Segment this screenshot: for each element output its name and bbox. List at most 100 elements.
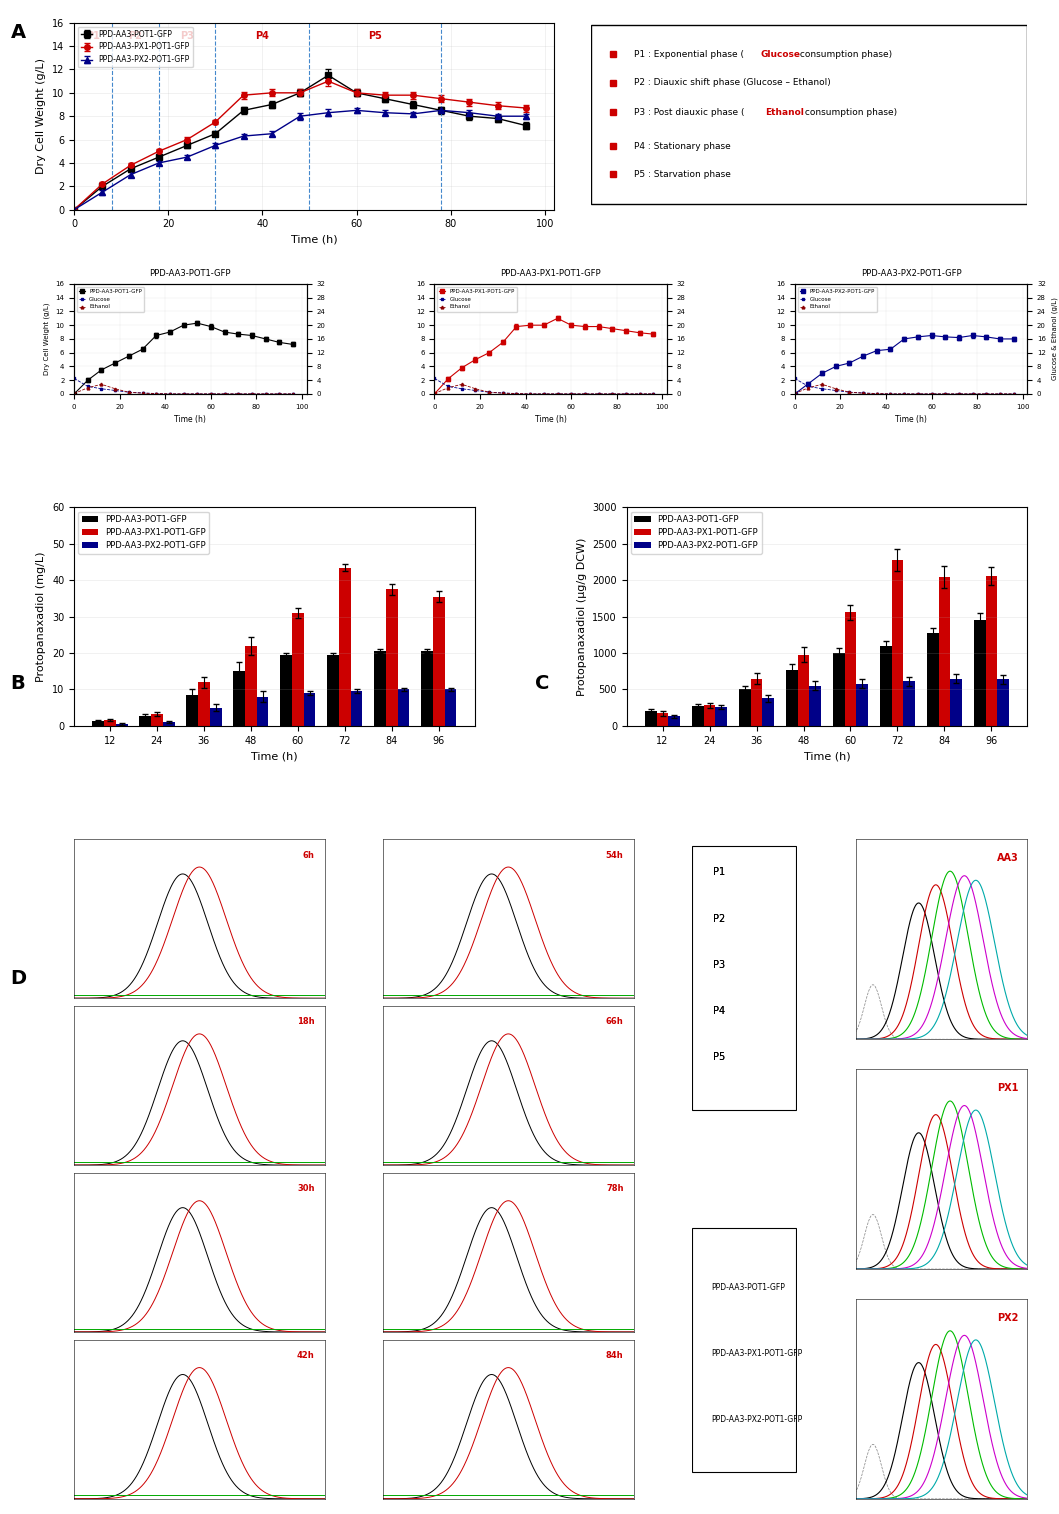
Bar xyxy=(92,722,104,725)
Y-axis label: Glucose & Ethanol (g/L): Glucose & Ethanol (g/L) xyxy=(1052,297,1058,380)
Text: P2: P2 xyxy=(128,32,142,41)
Bar xyxy=(304,693,316,725)
Text: P5: P5 xyxy=(713,1052,725,1061)
Bar xyxy=(938,577,950,725)
Text: PX2: PX2 xyxy=(998,1313,1019,1323)
Y-axis label: Protopanaxadiol (μg/g DCW): Protopanaxadiol (μg/g DCW) xyxy=(577,537,587,696)
Text: P3 : Post diauxic phase (: P3 : Post diauxic phase ( xyxy=(634,107,744,117)
Text: P5: P5 xyxy=(713,1052,725,1061)
Bar xyxy=(281,656,292,725)
Bar xyxy=(374,651,385,725)
Bar xyxy=(927,633,938,725)
Text: 54h: 54h xyxy=(606,851,624,860)
X-axis label: Time (h): Time (h) xyxy=(804,751,850,762)
Text: Ethanol: Ethanol xyxy=(766,107,804,117)
Bar xyxy=(950,678,962,725)
Text: PX1: PX1 xyxy=(998,1083,1019,1093)
Title: PPD-AA3-PX2-POT1-GFP: PPD-AA3-PX2-POT1-GFP xyxy=(861,268,962,277)
Text: 78h: 78h xyxy=(606,1184,624,1193)
Bar xyxy=(351,692,362,725)
Text: 66h: 66h xyxy=(606,1017,624,1026)
Text: P1 : Exponential phase (: P1 : Exponential phase ( xyxy=(634,50,744,59)
X-axis label: Time (h): Time (h) xyxy=(895,415,927,424)
FancyBboxPatch shape xyxy=(591,24,1027,204)
Legend: PPD-AA3-PX1-POT1-GFP, Glucose, Ethanol: PPD-AA3-PX1-POT1-GFP, Glucose, Ethanol xyxy=(437,286,517,312)
FancyBboxPatch shape xyxy=(692,1228,796,1473)
X-axis label: Time (h): Time (h) xyxy=(175,415,207,424)
Text: P4 : Stationary phase: P4 : Stationary phase xyxy=(634,142,731,150)
Text: P2: P2 xyxy=(713,913,725,924)
Bar xyxy=(797,654,809,725)
Bar xyxy=(327,656,339,725)
Legend: PPD-AA3-PX2-POT1-GFP, Glucose, Ethanol: PPD-AA3-PX2-POT1-GFP, Glucose, Ethanol xyxy=(797,286,877,312)
Text: P4: P4 xyxy=(713,1005,725,1016)
Bar xyxy=(339,568,351,725)
Text: P1: P1 xyxy=(86,32,100,41)
Y-axis label: Dry Cell Weight (g/L): Dry Cell Weight (g/L) xyxy=(36,58,47,174)
Legend: PPD-AA3-POT1-GFP, Glucose, Ethanol: PPD-AA3-POT1-GFP, Glucose, Ethanol xyxy=(77,286,144,312)
Text: C: C xyxy=(535,674,550,693)
Bar xyxy=(151,715,163,725)
Bar xyxy=(880,646,892,725)
Bar xyxy=(433,597,445,725)
Y-axis label: Dry Cell Weight (g/L): Dry Cell Weight (g/L) xyxy=(43,303,50,375)
Text: AA3: AA3 xyxy=(997,854,1019,863)
Bar xyxy=(140,716,151,725)
Bar xyxy=(716,707,728,725)
Text: Glucose: Glucose xyxy=(760,50,801,59)
Legend: PPD-AA3-POT1-GFP, PPD-AA3-PX1-POT1-GFP, PPD-AA3-PX2-POT1-GFP: PPD-AA3-POT1-GFP, PPD-AA3-PX1-POT1-GFP, … xyxy=(78,27,193,67)
Text: PPD-AA3-PX2-POT1-GFP: PPD-AA3-PX2-POT1-GFP xyxy=(711,1416,802,1425)
Text: 18h: 18h xyxy=(297,1017,315,1026)
Bar xyxy=(163,722,175,725)
Bar xyxy=(903,681,915,725)
Bar xyxy=(104,721,115,725)
Bar xyxy=(657,713,668,725)
Bar xyxy=(703,706,716,725)
Bar xyxy=(385,589,398,725)
Bar xyxy=(668,716,680,725)
Bar xyxy=(692,706,703,725)
Bar xyxy=(786,669,797,725)
Title: PPD-AA3-POT1-GFP: PPD-AA3-POT1-GFP xyxy=(149,268,231,277)
X-axis label: Time (h): Time (h) xyxy=(251,751,298,762)
Bar xyxy=(645,712,657,725)
Y-axis label: Protopanaxadiol (mg/L): Protopanaxadiol (mg/L) xyxy=(36,551,47,681)
Bar xyxy=(233,671,245,725)
Legend: PPD-AA3-POT1-GFP, PPD-AA3-PX1-POT1-GFP, PPD-AA3-PX2-POT1-GFP: PPD-AA3-POT1-GFP, PPD-AA3-PX1-POT1-GFP, … xyxy=(78,512,209,554)
Bar xyxy=(832,653,845,725)
Text: 84h: 84h xyxy=(606,1350,624,1360)
Bar xyxy=(998,680,1009,725)
Bar xyxy=(292,613,304,725)
Text: D: D xyxy=(11,969,26,989)
Text: P2 : Diauxic shift phase (Glucose – Ethanol): P2 : Diauxic shift phase (Glucose – Etha… xyxy=(634,79,831,86)
Bar xyxy=(762,698,774,725)
Text: P3: P3 xyxy=(180,32,194,41)
Bar xyxy=(974,621,986,725)
Bar xyxy=(751,678,762,725)
Legend: PPD-AA3-POT1-GFP, PPD-AA3-PX1-POT1-GFP, PPD-AA3-PX2-POT1-GFP: PPD-AA3-POT1-GFP, PPD-AA3-PX1-POT1-GFP, … xyxy=(631,512,761,554)
Text: B: B xyxy=(11,674,25,693)
Bar xyxy=(256,696,269,725)
X-axis label: Time (h): Time (h) xyxy=(535,415,567,424)
Bar xyxy=(892,560,903,725)
Text: A: A xyxy=(11,23,25,42)
Text: P4: P4 xyxy=(255,32,269,41)
Bar xyxy=(739,689,751,725)
Bar xyxy=(845,612,857,725)
Text: 42h: 42h xyxy=(297,1350,315,1360)
Text: PPD-AA3-PX1-POT1-GFP: PPD-AA3-PX1-POT1-GFP xyxy=(711,1349,802,1358)
Bar xyxy=(398,689,410,725)
Text: P4: P4 xyxy=(713,1005,725,1016)
Text: 30h: 30h xyxy=(298,1184,315,1193)
Bar xyxy=(115,724,127,725)
FancyBboxPatch shape xyxy=(692,846,796,1110)
Bar xyxy=(245,646,256,725)
Text: P2: P2 xyxy=(713,913,725,924)
Bar xyxy=(809,686,821,725)
Bar xyxy=(857,684,868,725)
Text: consumption phase): consumption phase) xyxy=(796,50,892,59)
Bar xyxy=(198,683,210,725)
Text: P3: P3 xyxy=(713,960,725,969)
Text: PPD-AA3-POT1-GFP: PPD-AA3-POT1-GFP xyxy=(711,1284,785,1293)
Bar xyxy=(210,707,221,725)
